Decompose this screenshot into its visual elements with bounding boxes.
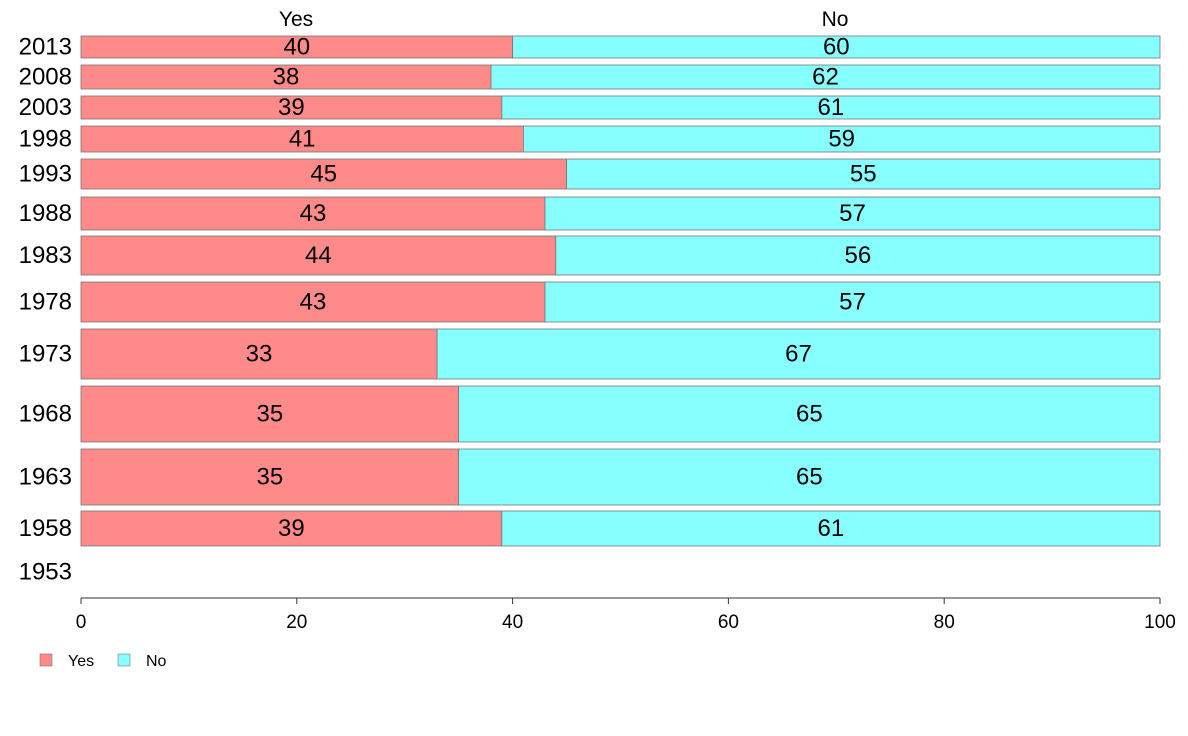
year-label-2013: 2013 bbox=[19, 34, 72, 61]
year-label-1963: 1963 bbox=[19, 464, 72, 491]
bar-label-no-2013: 60 bbox=[823, 34, 850, 61]
bars-group: 40 60 38 62 39 61 41 59 45 55 43 57 44 56 43 57 33 67 35 65… bbox=[80, 34, 1161, 547]
year-labels: 2013 2008 2003 1998 1993 1988 1983 1978 1973 1968… bbox=[19, 34, 72, 586]
bar-label-no-1978: 57 bbox=[839, 289, 866, 316]
bar-yes-1983 bbox=[80, 235, 557, 276]
bar-label-no-1973: 67 bbox=[785, 341, 812, 368]
bar-label-yes-2008: 38 bbox=[273, 64, 300, 91]
x-tick-label-80: 80 bbox=[934, 612, 955, 633]
year-label-1973: 1973 bbox=[19, 341, 72, 368]
bar-yes-1993 bbox=[80, 158, 567, 190]
bar-no-1978 bbox=[544, 281, 1161, 323]
bar-label-no-1968: 65 bbox=[796, 401, 823, 428]
year-label-1998: 1998 bbox=[19, 126, 72, 153]
legend-label-yes: Yes bbox=[68, 653, 94, 670]
year-label-1968: 1968 bbox=[19, 401, 72, 428]
bar-no-1963 bbox=[458, 448, 1161, 506]
legend: Yes No bbox=[39, 653, 167, 670]
bar-no-1993 bbox=[566, 158, 1161, 190]
year-label-1958: 1958 bbox=[19, 515, 72, 542]
bar-label-yes-1958: 39 bbox=[278, 515, 305, 542]
bar-yes-1988 bbox=[80, 196, 546, 231]
bar-label-no-2003: 61 bbox=[818, 94, 845, 121]
x-tick-label-0: 0 bbox=[76, 612, 87, 633]
x-tick-label-20: 20 bbox=[286, 612, 307, 633]
year-label-2003: 2003 bbox=[19, 94, 72, 121]
bar-label-no-1983: 56 bbox=[845, 242, 872, 269]
bar-label-no-1998: 59 bbox=[828, 126, 855, 153]
year-label-1953: 1953 bbox=[19, 559, 72, 586]
bar-no-1958 bbox=[501, 510, 1161, 547]
bar-label-no-2008: 62 bbox=[812, 64, 839, 91]
year-label-2008: 2008 bbox=[19, 64, 72, 91]
bar-label-no-1988: 57 bbox=[839, 200, 866, 227]
bar-label-no-1993: 55 bbox=[850, 161, 877, 188]
bar-no-1983 bbox=[555, 235, 1161, 276]
bar-yes-1963 bbox=[80, 448, 460, 506]
column-headers: Yes No bbox=[279, 8, 849, 31]
bar-label-no-1963: 65 bbox=[796, 464, 823, 491]
bar-label-yes-1963: 35 bbox=[256, 464, 283, 491]
x-tick-label-60: 60 bbox=[718, 612, 739, 633]
bar-label-yes-1968: 35 bbox=[256, 401, 283, 428]
bar-label-no-1958: 61 bbox=[818, 515, 845, 542]
bar-label-yes-1983: 44 bbox=[305, 242, 332, 269]
bar-label-yes-1993: 45 bbox=[310, 161, 337, 188]
bar-label-yes-1973: 33 bbox=[246, 341, 273, 368]
year-label-1983: 1983 bbox=[19, 242, 72, 269]
bar-no-2008 bbox=[490, 64, 1161, 90]
bar-no-2013 bbox=[512, 35, 1161, 59]
bar-no-1968 bbox=[458, 385, 1161, 443]
bar-label-yes-1988: 43 bbox=[300, 200, 327, 227]
column-header-no: No bbox=[822, 8, 849, 31]
bar-label-yes-2003: 39 bbox=[278, 94, 305, 121]
legend-swatch-yes bbox=[39, 653, 53, 667]
year-label-1993: 1993 bbox=[19, 161, 72, 188]
year-label-1988: 1988 bbox=[19, 200, 72, 227]
bar-no-1973 bbox=[436, 328, 1161, 380]
bar-label-yes-1998: 41 bbox=[289, 126, 316, 153]
column-header-yes: Yes bbox=[279, 8, 313, 31]
bar-label-yes-2013: 40 bbox=[283, 34, 310, 61]
bar-yes-1998 bbox=[80, 125, 524, 153]
bar-no-1988 bbox=[544, 196, 1161, 231]
x-axis: 0 20 40 60 80 100 bbox=[76, 597, 1176, 633]
year-label-1978: 1978 bbox=[19, 289, 72, 316]
bar-yes-2008 bbox=[80, 64, 492, 90]
bar-yes-1973 bbox=[80, 328, 438, 380]
bar-no-2003 bbox=[501, 95, 1161, 120]
legend-swatch-no bbox=[117, 653, 131, 667]
bar-yes-1968 bbox=[80, 385, 460, 443]
bar-yes-1978 bbox=[80, 281, 546, 323]
x-tick-label-40: 40 bbox=[502, 612, 523, 633]
legend-label-no: No bbox=[146, 653, 167, 670]
bar-no-1998 bbox=[522, 125, 1161, 153]
bar-label-yes-1978: 43 bbox=[300, 289, 327, 316]
x-tick-label-100: 100 bbox=[1144, 612, 1176, 633]
